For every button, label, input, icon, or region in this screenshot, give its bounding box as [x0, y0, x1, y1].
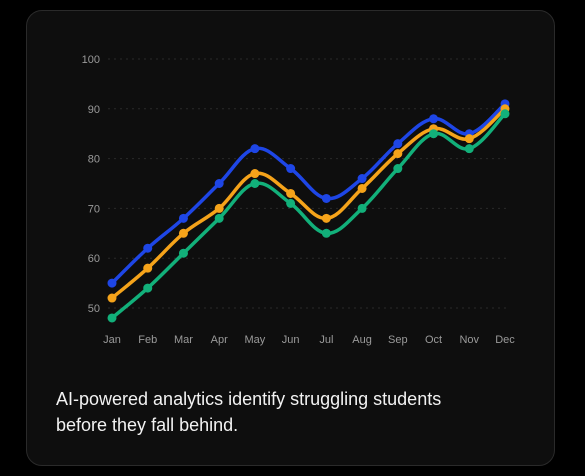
caption-line-1: AI-powered analytics identify struggling… — [56, 389, 442, 409]
data-point — [393, 164, 403, 174]
data-point — [250, 144, 260, 154]
data-point — [429, 129, 439, 139]
x-tick-label: Sep — [388, 334, 408, 346]
x-tick-label: Jan — [103, 334, 121, 346]
caption-line-2: before they fall behind. — [56, 415, 239, 435]
y-tick-label: 50 — [88, 303, 100, 315]
data-point — [464, 144, 474, 154]
data-point — [321, 228, 331, 238]
x-tick-label: Nov — [459, 334, 479, 346]
data-point — [250, 179, 260, 188]
data-point — [286, 198, 296, 208]
y-tick-label: 60 — [88, 253, 100, 265]
data-point — [214, 203, 224, 213]
y-tick-label: 80 — [88, 154, 100, 166]
data-point — [286, 164, 296, 174]
x-tick-label: May — [245, 334, 266, 346]
x-tick-label: Oct — [425, 334, 442, 346]
data-point — [143, 243, 153, 253]
series-0 — [107, 99, 510, 288]
data-point — [286, 188, 296, 198]
y-tick-label: 90 — [88, 104, 100, 116]
x-tick-label: Dec — [495, 334, 515, 346]
data-point — [357, 203, 367, 213]
y-tick-label: 100 — [82, 54, 100, 66]
x-tick-label: Mar — [174, 334, 193, 346]
data-point — [357, 183, 367, 193]
data-point — [357, 174, 367, 184]
x-axis-ticks: Jan Feb Mar Apr May Jun Jul Aug Sep Oct Nov Dec — [103, 334, 515, 346]
data-point — [500, 109, 510, 119]
data-point — [393, 149, 403, 159]
x-tick-label: Apr — [211, 334, 228, 346]
grid — [108, 58, 510, 309]
data-point — [321, 213, 331, 223]
chart-card — [26, 10, 555, 466]
data-point — [107, 293, 117, 303]
x-tick-label: Aug — [352, 334, 372, 346]
data-point — [429, 114, 439, 124]
data-point — [143, 283, 153, 293]
data-point — [178, 228, 188, 238]
data-point — [178, 248, 188, 258]
data-point — [107, 313, 117, 323]
data-point — [214, 179, 224, 188]
data-point — [464, 134, 474, 144]
data-point — [214, 213, 224, 223]
data-point — [178, 213, 188, 223]
x-tick-label: Jun — [282, 334, 300, 346]
x-tick-label: Jul — [319, 334, 333, 346]
series-1 — [107, 104, 510, 303]
x-tick-label: Feb — [138, 334, 157, 346]
data-point — [143, 263, 153, 273]
series — [107, 99, 510, 323]
y-tick-label: 70 — [88, 203, 100, 215]
series-line — [110, 112, 507, 320]
data-point — [107, 278, 117, 288]
data-point — [393, 139, 403, 149]
y-axis-ticks: 50 60 70 80 90 100 — [82, 54, 100, 315]
data-point — [250, 169, 260, 179]
caption: AI-powered analytics identify struggling… — [56, 386, 526, 438]
data-point — [321, 193, 331, 203]
series-2 — [107, 109, 510, 323]
